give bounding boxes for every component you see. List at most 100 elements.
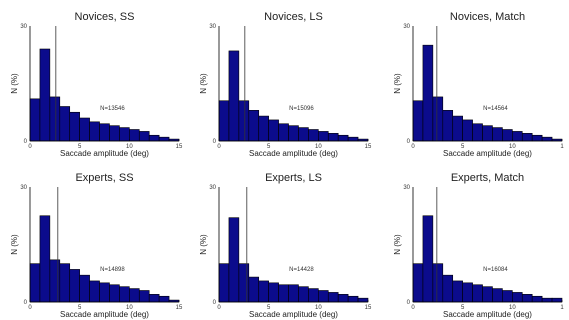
histogram-bar xyxy=(502,290,513,303)
histogram-bar xyxy=(551,297,563,303)
histogram-bar xyxy=(238,263,250,303)
chart-title: Novices, Match xyxy=(450,11,525,23)
histogram-bar xyxy=(422,215,434,303)
sample-size-annotation: N=15096 xyxy=(289,106,314,112)
histogram-bar xyxy=(502,129,513,142)
chart-title: Experts, LS xyxy=(265,172,322,184)
y-axis-label: N (%) xyxy=(10,234,19,255)
histogram-bar xyxy=(347,136,359,142)
histogram-bar xyxy=(472,284,483,303)
sample-size-annotation: N=13546 xyxy=(100,106,125,112)
histogram-bar xyxy=(218,263,230,303)
histogram-bar xyxy=(119,127,130,142)
y-axis-label: N (%) xyxy=(10,73,19,94)
histogram-bar xyxy=(89,280,100,303)
histogram-bar xyxy=(278,123,289,142)
y-tick-label: 0 xyxy=(24,139,28,145)
histogram-bar xyxy=(79,117,90,142)
x-tick-label: 10 xyxy=(509,144,516,150)
histogram-bar xyxy=(148,294,160,303)
x-tick-label: 10 xyxy=(126,305,133,311)
histogram-bar xyxy=(158,295,170,303)
y-axis-label: N (%) xyxy=(199,73,208,94)
histogram-bar xyxy=(49,259,61,303)
histogram-bar xyxy=(138,131,150,142)
histogram-bar xyxy=(452,115,463,142)
histogram-bar xyxy=(462,282,473,303)
histogram-panel: 0 5 10 15 0 30 Experts, LS Saccade amplitude (d… xyxy=(199,172,372,319)
histogram-bar xyxy=(268,282,279,303)
chart-title: Experts, SS xyxy=(75,172,133,184)
histogram-bar xyxy=(69,269,80,303)
x-tick-label: 0 xyxy=(411,305,415,311)
histogram-bar xyxy=(521,294,533,303)
sample-size-annotation: N=14564 xyxy=(483,106,508,112)
histogram-bar xyxy=(99,282,110,303)
histogram-bar xyxy=(288,284,299,303)
histogram-bar xyxy=(298,127,309,142)
x-tick-label: 15 xyxy=(176,305,183,311)
x-tick-label: 0 xyxy=(411,144,415,150)
histogram-bar xyxy=(512,292,523,303)
histogram-bar xyxy=(347,295,359,303)
histogram-bar xyxy=(412,263,424,303)
x-axis-label: Saccade amplitude (deg) xyxy=(60,149,149,158)
histogram-bar xyxy=(492,127,503,142)
x-tick-label: 10 xyxy=(315,305,322,311)
x-axis-label: Saccade amplitude (deg) xyxy=(443,310,532,319)
histogram-bar xyxy=(327,133,339,142)
histogram-bar xyxy=(531,134,543,142)
histogram-bar xyxy=(512,131,523,142)
y-axis-label: N (%) xyxy=(199,234,208,255)
histogram-bar xyxy=(432,263,444,303)
histogram-bar xyxy=(442,110,454,142)
histogram-bar xyxy=(228,217,240,303)
x-tick-label: 5 xyxy=(78,144,82,150)
histogram-bar xyxy=(138,290,150,303)
histogram-bar xyxy=(79,274,90,303)
histogram-bar xyxy=(59,106,71,142)
y-tick-label: 30 xyxy=(20,24,27,30)
y-tick-label: 0 xyxy=(213,300,217,306)
x-tick-label: 10 xyxy=(509,305,516,311)
histogram-bar xyxy=(462,119,473,142)
chart-title: Experts, Match xyxy=(451,172,524,184)
histogram-bar xyxy=(298,286,309,303)
histogram-bar xyxy=(357,297,369,303)
x-axis-label: Saccade amplitude (deg) xyxy=(443,149,532,158)
histogram-bar xyxy=(129,288,140,303)
histogram-bar xyxy=(129,129,140,142)
histogram-bar xyxy=(337,294,349,303)
x-tick-label: 1 xyxy=(560,305,564,311)
histogram-panel: 0 5 10 15 0 30 Experts, SS Saccade amplitude (d… xyxy=(10,172,183,319)
chart-title: Novices, LS xyxy=(264,11,323,23)
y-tick-label: 30 xyxy=(403,24,410,30)
histogram-bar xyxy=(472,123,483,142)
y-tick-label: 30 xyxy=(209,185,216,191)
histogram-bar xyxy=(442,274,454,303)
histogram-bar xyxy=(258,115,269,142)
histogram-bar xyxy=(318,131,329,142)
histogram-bar xyxy=(268,119,279,142)
histogram-bar xyxy=(422,44,434,142)
y-tick-label: 30 xyxy=(209,24,216,30)
histogram-bar xyxy=(521,133,533,142)
histogram-bar xyxy=(69,111,80,142)
x-axis-label: Saccade amplitude (deg) xyxy=(249,310,338,319)
histogram-bar xyxy=(29,98,41,142)
histogram-bar xyxy=(308,129,319,142)
histogram-bar xyxy=(89,121,100,142)
histogram-bar xyxy=(39,48,51,142)
histogram-bar xyxy=(337,134,349,142)
histogram-bar xyxy=(59,263,71,303)
histogram-bar xyxy=(318,290,329,303)
histogram-bar xyxy=(248,110,260,142)
histogram-bar xyxy=(492,288,503,303)
x-tick-label: 5 xyxy=(461,144,465,150)
histogram-bar xyxy=(258,280,269,303)
y-tick-label: 0 xyxy=(213,139,217,145)
histogram-bar xyxy=(412,100,424,142)
histogram-bar xyxy=(238,100,250,142)
